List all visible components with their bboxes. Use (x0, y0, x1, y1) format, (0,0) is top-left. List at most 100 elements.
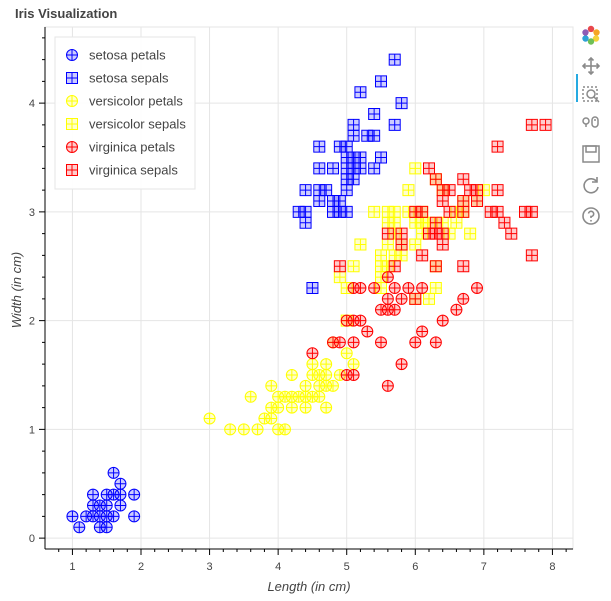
data-point (354, 314, 367, 327)
data-point (203, 412, 216, 425)
series-setosa-sepals (292, 53, 408, 294)
data-point (368, 162, 381, 175)
x-tick-label: 7 (481, 561, 487, 573)
x-tick-label: 4 (275, 561, 281, 573)
x-tick-label: 6 (412, 561, 418, 573)
data-point (388, 282, 401, 294)
data-point (340, 314, 353, 327)
y-axis-label: Width (in cm) (9, 252, 24, 328)
data-point (299, 205, 312, 218)
data-point (471, 282, 483, 294)
chart-title: Iris Visualization (15, 6, 117, 21)
help-icon[interactable] (580, 205, 602, 227)
data-point (368, 282, 381, 294)
pan-icon[interactable] (580, 55, 602, 77)
data-point (107, 488, 120, 501)
data-point (423, 292, 435, 305)
reset-icon[interactable] (580, 174, 602, 196)
series-virginica-petals (306, 271, 483, 392)
data-point (87, 488, 99, 501)
data-point (409, 162, 422, 175)
data-point (306, 282, 319, 294)
data-point (320, 369, 333, 381)
data-point (381, 379, 394, 392)
data-point (443, 184, 456, 197)
axes: 1 2 3 4 5 6 7 8 0 1 2 3 4 (29, 27, 573, 573)
wheel-zoom-icon[interactable] (580, 113, 602, 135)
data-point (285, 369, 298, 381)
data-point (320, 401, 333, 414)
data-point (327, 379, 339, 392)
box-zoom-icon[interactable] (580, 84, 602, 106)
data-point (429, 282, 442, 294)
legend-box (54, 36, 196, 190)
data-point (320, 358, 333, 371)
legend-item: setosa petals (66, 48, 166, 63)
data-point (347, 129, 360, 142)
data-point (375, 249, 387, 262)
legend-marker (66, 49, 78, 61)
data-point (66, 510, 79, 523)
data-point (128, 510, 141, 523)
data-point (100, 521, 113, 534)
data-point (279, 423, 291, 436)
data-point (299, 401, 312, 414)
data-point (361, 325, 374, 338)
data-point (347, 118, 360, 131)
legend-item: setosa sepals (66, 71, 169, 86)
data-point (505, 227, 518, 240)
data-point (471, 195, 483, 207)
y-tick-label: 2 (29, 316, 35, 328)
data-point (471, 184, 483, 197)
active-tool-indicator (576, 74, 578, 102)
save-icon[interactable] (580, 143, 602, 165)
data-point (354, 238, 367, 251)
data-point (327, 162, 339, 175)
data-point (416, 205, 429, 218)
y-tick-label: 1 (29, 424, 35, 436)
data-point (388, 216, 401, 229)
legend-label: setosa petals (89, 48, 166, 63)
data-point (498, 216, 511, 229)
data-point (416, 325, 429, 338)
data-point (299, 184, 312, 197)
data-point (73, 521, 86, 534)
data-point (313, 162, 326, 175)
data-point (114, 488, 127, 501)
data-point (416, 282, 429, 294)
data-point (491, 140, 504, 153)
data-point (375, 336, 387, 349)
data-point (395, 97, 408, 110)
data-point (388, 205, 401, 218)
data-point (443, 205, 456, 218)
data-point (251, 423, 264, 436)
data-point (464, 227, 477, 240)
data-point (306, 358, 319, 371)
legend: setosa petals setosa sepals versicolor pet… (54, 36, 196, 190)
data-point (525, 249, 538, 262)
data-point (457, 260, 470, 273)
data-point (347, 358, 360, 371)
data-point (114, 477, 127, 490)
legend-label: virginica petals (89, 140, 175, 155)
legend-marker (66, 72, 78, 84)
data-point (402, 184, 415, 197)
bokeh-logo-icon (580, 24, 602, 46)
data-point (244, 390, 257, 403)
data-point (388, 118, 401, 131)
data-point (313, 390, 326, 403)
data-point (306, 369, 319, 381)
data-point (333, 260, 346, 273)
data-point (436, 314, 449, 327)
data-point (457, 205, 470, 218)
data-point (340, 140, 353, 153)
data-point (354, 86, 367, 99)
x-tick-label: 8 (549, 561, 555, 573)
data-point (491, 184, 504, 197)
legend-item: versicolor petals (66, 94, 183, 109)
data-point (395, 292, 408, 305)
data-point (237, 423, 250, 436)
legend-marker (66, 164, 78, 176)
data-point (285, 401, 298, 414)
